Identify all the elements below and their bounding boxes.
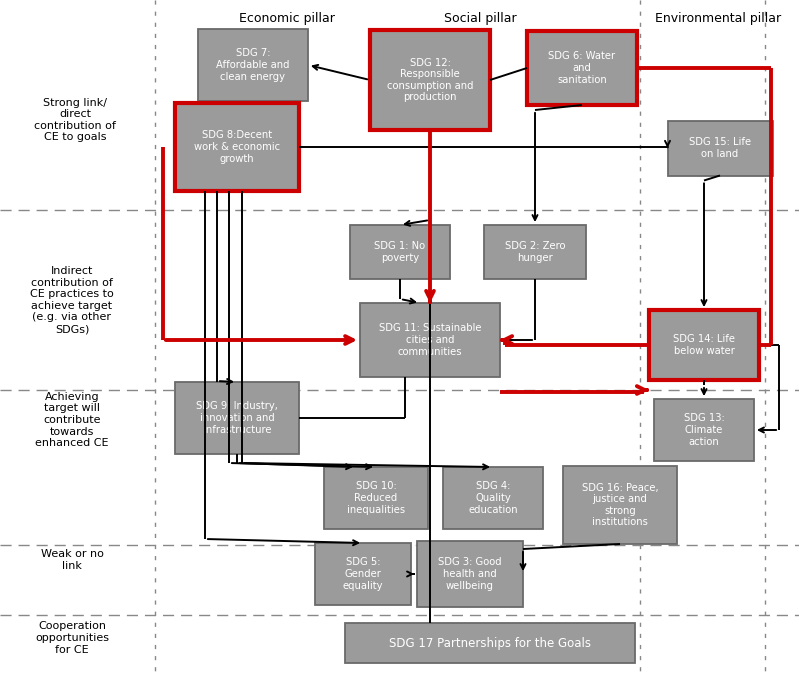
FancyBboxPatch shape bbox=[324, 467, 428, 529]
FancyBboxPatch shape bbox=[649, 310, 759, 380]
Text: SDG 15: Life
on land: SDG 15: Life on land bbox=[689, 137, 751, 159]
Text: SDG 1: No
poverty: SDG 1: No poverty bbox=[375, 241, 426, 263]
FancyBboxPatch shape bbox=[654, 399, 754, 461]
Text: Achieving
target will
contribute
towards
enhanced CE: Achieving target will contribute towards… bbox=[35, 392, 109, 448]
FancyBboxPatch shape bbox=[484, 225, 586, 279]
Text: SDG 17 Partnerships for the Goals: SDG 17 Partnerships for the Goals bbox=[389, 637, 591, 650]
Text: SDG 5:
Gender
equality: SDG 5: Gender equality bbox=[343, 558, 384, 591]
FancyBboxPatch shape bbox=[315, 543, 411, 605]
FancyBboxPatch shape bbox=[175, 103, 299, 191]
Text: SDG 7:
Affordable and
clean energy: SDG 7: Affordable and clean energy bbox=[217, 49, 290, 82]
Text: Weak or no
link: Weak or no link bbox=[41, 549, 103, 571]
Text: SDG 2: Zero
hunger: SDG 2: Zero hunger bbox=[505, 241, 565, 263]
Text: SDG 12:
Responsible
consumption and
production: SDG 12: Responsible consumption and prod… bbox=[387, 57, 473, 102]
Text: Economic pillar: Economic pillar bbox=[239, 12, 335, 25]
FancyBboxPatch shape bbox=[417, 541, 523, 607]
Text: SDG 13:
Climate
action: SDG 13: Climate action bbox=[684, 414, 725, 447]
Text: SDG 3: Good
health and
wellbeing: SDG 3: Good health and wellbeing bbox=[438, 558, 502, 591]
FancyBboxPatch shape bbox=[443, 467, 543, 529]
Text: SDG 14: Life
below water: SDG 14: Life below water bbox=[673, 334, 735, 356]
FancyBboxPatch shape bbox=[360, 303, 500, 377]
Text: SDG 9: Industry,
innovation and
infrastructure: SDG 9: Industry, innovation and infrastr… bbox=[196, 402, 278, 435]
Text: SDG 16: Peace,
justice and
strong
institutions: SDG 16: Peace, justice and strong instit… bbox=[582, 483, 658, 527]
FancyBboxPatch shape bbox=[563, 466, 677, 544]
Text: Cooperation
opportunities
for CE: Cooperation opportunities for CE bbox=[35, 621, 109, 654]
FancyBboxPatch shape bbox=[667, 120, 773, 176]
FancyBboxPatch shape bbox=[527, 31, 637, 105]
FancyBboxPatch shape bbox=[345, 623, 635, 663]
Text: SDG 4:
Quality
education: SDG 4: Quality education bbox=[468, 481, 518, 514]
FancyBboxPatch shape bbox=[198, 29, 308, 101]
Text: Strong link/
direct
contribution of
CE to goals: Strong link/ direct contribution of CE t… bbox=[34, 97, 116, 143]
FancyBboxPatch shape bbox=[370, 30, 490, 130]
Text: SDG 11: Sustainable
cities and
communities: SDG 11: Sustainable cities and communiti… bbox=[379, 323, 481, 357]
Text: SDG 10:
Reduced
inequalities: SDG 10: Reduced inequalities bbox=[347, 481, 405, 514]
Text: SDG 8:Decent
work & economic
growth: SDG 8:Decent work & economic growth bbox=[194, 130, 280, 164]
Text: Environmental pillar: Environmental pillar bbox=[655, 12, 781, 25]
Text: Social pillar: Social pillar bbox=[443, 12, 516, 25]
Text: SDG 6: Water
and
sanitation: SDG 6: Water and sanitation bbox=[548, 51, 615, 84]
FancyBboxPatch shape bbox=[350, 225, 450, 279]
Text: Indirect
contribution of
CE practices to
achieve target
(e.g. via other
SDGs): Indirect contribution of CE practices to… bbox=[30, 266, 114, 334]
FancyBboxPatch shape bbox=[175, 382, 299, 454]
